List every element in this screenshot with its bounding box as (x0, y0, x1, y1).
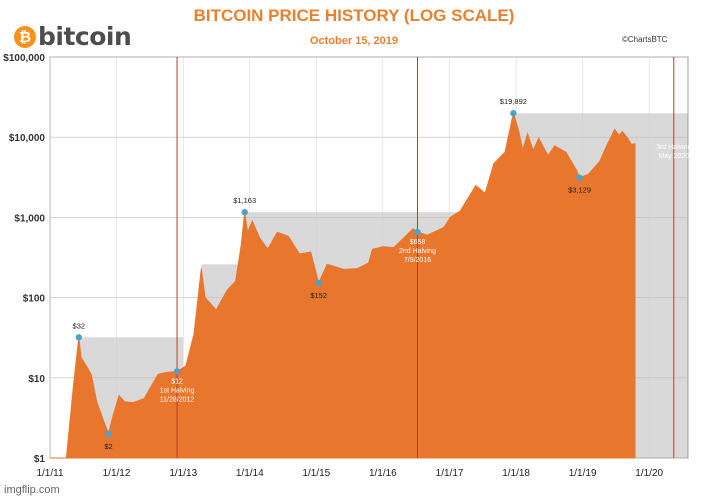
y-tick-label: $1 (34, 454, 46, 465)
chart-title: BITCOIN PRICE HISTORY (LOG SCALE) (193, 6, 515, 25)
bitcoin-wordmark: bitcoin (38, 22, 132, 51)
bitcoin-logo: ₿ bitcoin (14, 22, 132, 51)
price-annotation: $152 (310, 291, 327, 300)
chart-credit: ©ChartsBTC (622, 35, 668, 44)
bitcoin-coin-icon: ₿ (14, 25, 36, 48)
price-annotation: $1,163 (233, 196, 256, 205)
halving-label-2: $658 (410, 239, 426, 246)
y-tick-label: $1,000 (14, 213, 45, 224)
halving-label-2: 7/9/2016 (404, 257, 431, 264)
x-tick-label: 1/1/12 (103, 468, 131, 479)
price-annotation: $32 (73, 321, 86, 330)
halving-label-3: 3rd Halving (656, 144, 692, 151)
price-marker (105, 430, 112, 438)
price-marker (241, 208, 248, 216)
price-marker (576, 174, 583, 181)
x-tick-label: 1/1/13 (169, 468, 197, 479)
price-marker (315, 279, 322, 287)
x-tick-label: 1/1/11 (36, 468, 63, 479)
y-tick-label: $10 (28, 374, 45, 385)
x-tick-label: 1/1/14 (236, 468, 264, 479)
price-area (50, 113, 636, 459)
halving-label-1: 1st Halving (160, 387, 195, 394)
halving-label-2: 2nd Halving (399, 248, 436, 255)
price-annotation: $3,129 (568, 186, 591, 195)
price-marker (510, 110, 517, 117)
x-tick-label: 1/1/20 (635, 468, 663, 479)
x-tick-label: 1/1/19 (569, 468, 597, 479)
x-tick-label: 1/1/17 (436, 468, 464, 479)
x-tick-label: 1/1/15 (302, 468, 330, 479)
x-tick-label: 1/1/18 (502, 468, 530, 479)
halving-label-3: May 2020 (658, 153, 689, 160)
watermark: imgflip.com (4, 484, 60, 496)
halving-marker-2 (414, 228, 421, 236)
y-tick-label: $100,000 (3, 53, 45, 64)
y-tick-label: $100 (23, 294, 46, 305)
halving-marker-1 (173, 368, 181, 375)
price-annotation: $19,892 (500, 97, 527, 106)
halving-label-1: $12 (171, 378, 183, 385)
price-marker (75, 334, 83, 341)
halving-label-1: 11/28/2012 (160, 396, 195, 403)
price-annotation: $2 (104, 442, 112, 451)
y-tick-label: $10,000 (9, 133, 46, 144)
chart-subtitle: October 15, 2019 (309, 35, 399, 47)
x-tick-label: 1/1/16 (369, 468, 397, 479)
